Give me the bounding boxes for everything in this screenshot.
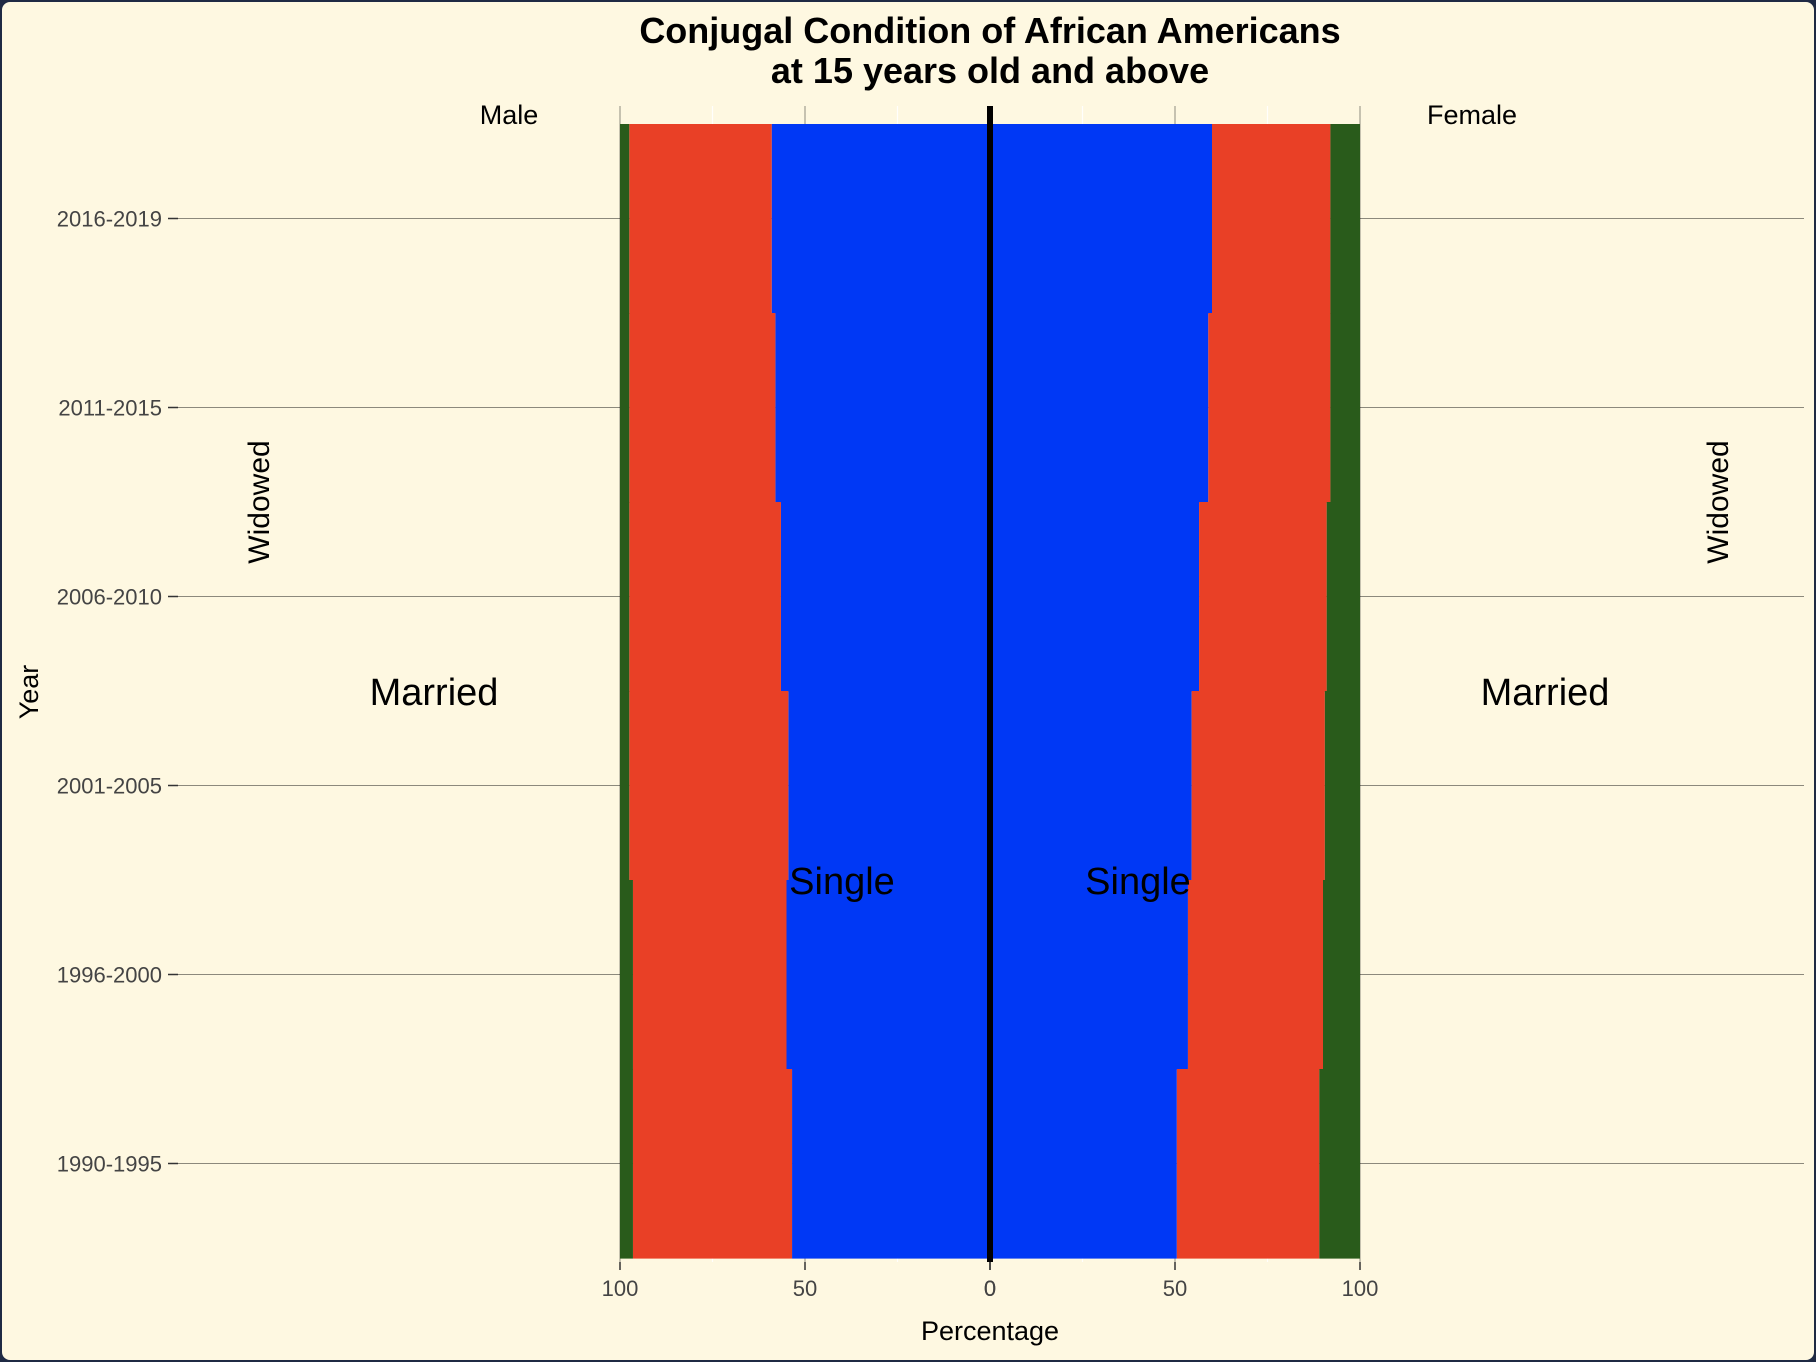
panel-label-male: Male [480,100,539,130]
bar-segment-male-married [632,1069,793,1259]
bar-segment-female-married [1176,1069,1320,1259]
bar-segment-female-widowed [1330,313,1360,503]
bar-segment-male-single [786,880,990,1070]
x-axis: 100 50 00 50 100 [602,1262,1379,1301]
y-tick-label: 1990-1995 [57,1152,162,1177]
bar-segment-female-single [990,691,1192,881]
bar-segment-male-married [629,313,776,503]
y-tick-label: 2001-2005 [57,774,162,799]
segment-label-male-widowed: Widowed [243,440,276,563]
bar-segment-female-married [1199,502,1327,692]
bar-segment-male-single [771,124,990,314]
bar-segment-male-single [788,691,990,881]
x-tick-label: 100 [602,1276,639,1301]
bar-segment-male-widowed [620,880,633,1070]
bar-segment-male-married [629,691,789,881]
chart-title-line1: Conjugal Condition of African Americans [639,10,1340,51]
bar-segment-female-widowed [1323,880,1360,1070]
x-axis-title: Percentage [921,1316,1059,1346]
y-tick-label: 2006-2010 [57,585,162,610]
bar-segment-male-married [632,880,787,1070]
y-tick-label: 1996-2000 [57,963,162,988]
segment-label-female-married: Married [1481,672,1610,714]
bar-segment-male-married [629,124,772,314]
bars [620,124,1360,1259]
panel-label-female: Female [1427,100,1517,130]
chart-title-line2: at 15 years old and above [771,50,1209,91]
bar-segment-male-widowed [620,502,630,692]
bar-segment-female-single [990,502,1200,692]
x-tick-label: 50 [793,1276,817,1301]
bar-segment-female-single [990,313,1209,503]
bar-segment-male-widowed [620,691,630,881]
segment-label-female-widowed: Widowed [1702,440,1735,563]
bar-segment-female-single [990,124,1212,314]
bar-segment-female-widowed [1324,691,1360,881]
bar-segment-female-widowed [1319,1069,1360,1259]
bar-segment-female-married [1212,124,1331,314]
segment-label-female-single: Single [1085,861,1191,903]
bar-segment-male-single [792,1069,990,1259]
bar-segment-male-single [780,502,990,692]
x-tick-label: 0 [984,1276,996,1301]
segment-label-male-married: Married [370,672,499,714]
bar-segment-female-married [1208,313,1331,503]
bar-segment-male-widowed [620,1069,633,1259]
x-tick-label: 50 [1163,1276,1187,1301]
bar-segment-female-married [1191,691,1325,881]
y-tick-label: 2016-2019 [57,207,162,232]
bar-segment-female-widowed [1326,502,1360,692]
bar-segment-male-married [629,502,781,692]
bar-segment-male-widowed [620,313,630,503]
bar-segment-male-widowed [620,124,630,314]
y-axis-title: Year [14,665,44,720]
x-tick-label: 0 [984,1276,996,1301]
bar-segment-female-widowed [1330,124,1360,314]
y-axis: 2016-2019 2011-2015 2006-2010 2001-2005 1996… [57,207,178,1177]
y-tick-label: 2011-2015 [58,396,162,421]
x-tick-label: 100 [1342,1276,1379,1301]
bar-segment-male-single [775,313,990,503]
bar-segment-female-single [990,880,1188,1070]
bar-segment-female-married [1187,880,1323,1070]
bar-segment-female-single [990,1069,1177,1259]
segment-label-male-single: Single [789,861,895,903]
